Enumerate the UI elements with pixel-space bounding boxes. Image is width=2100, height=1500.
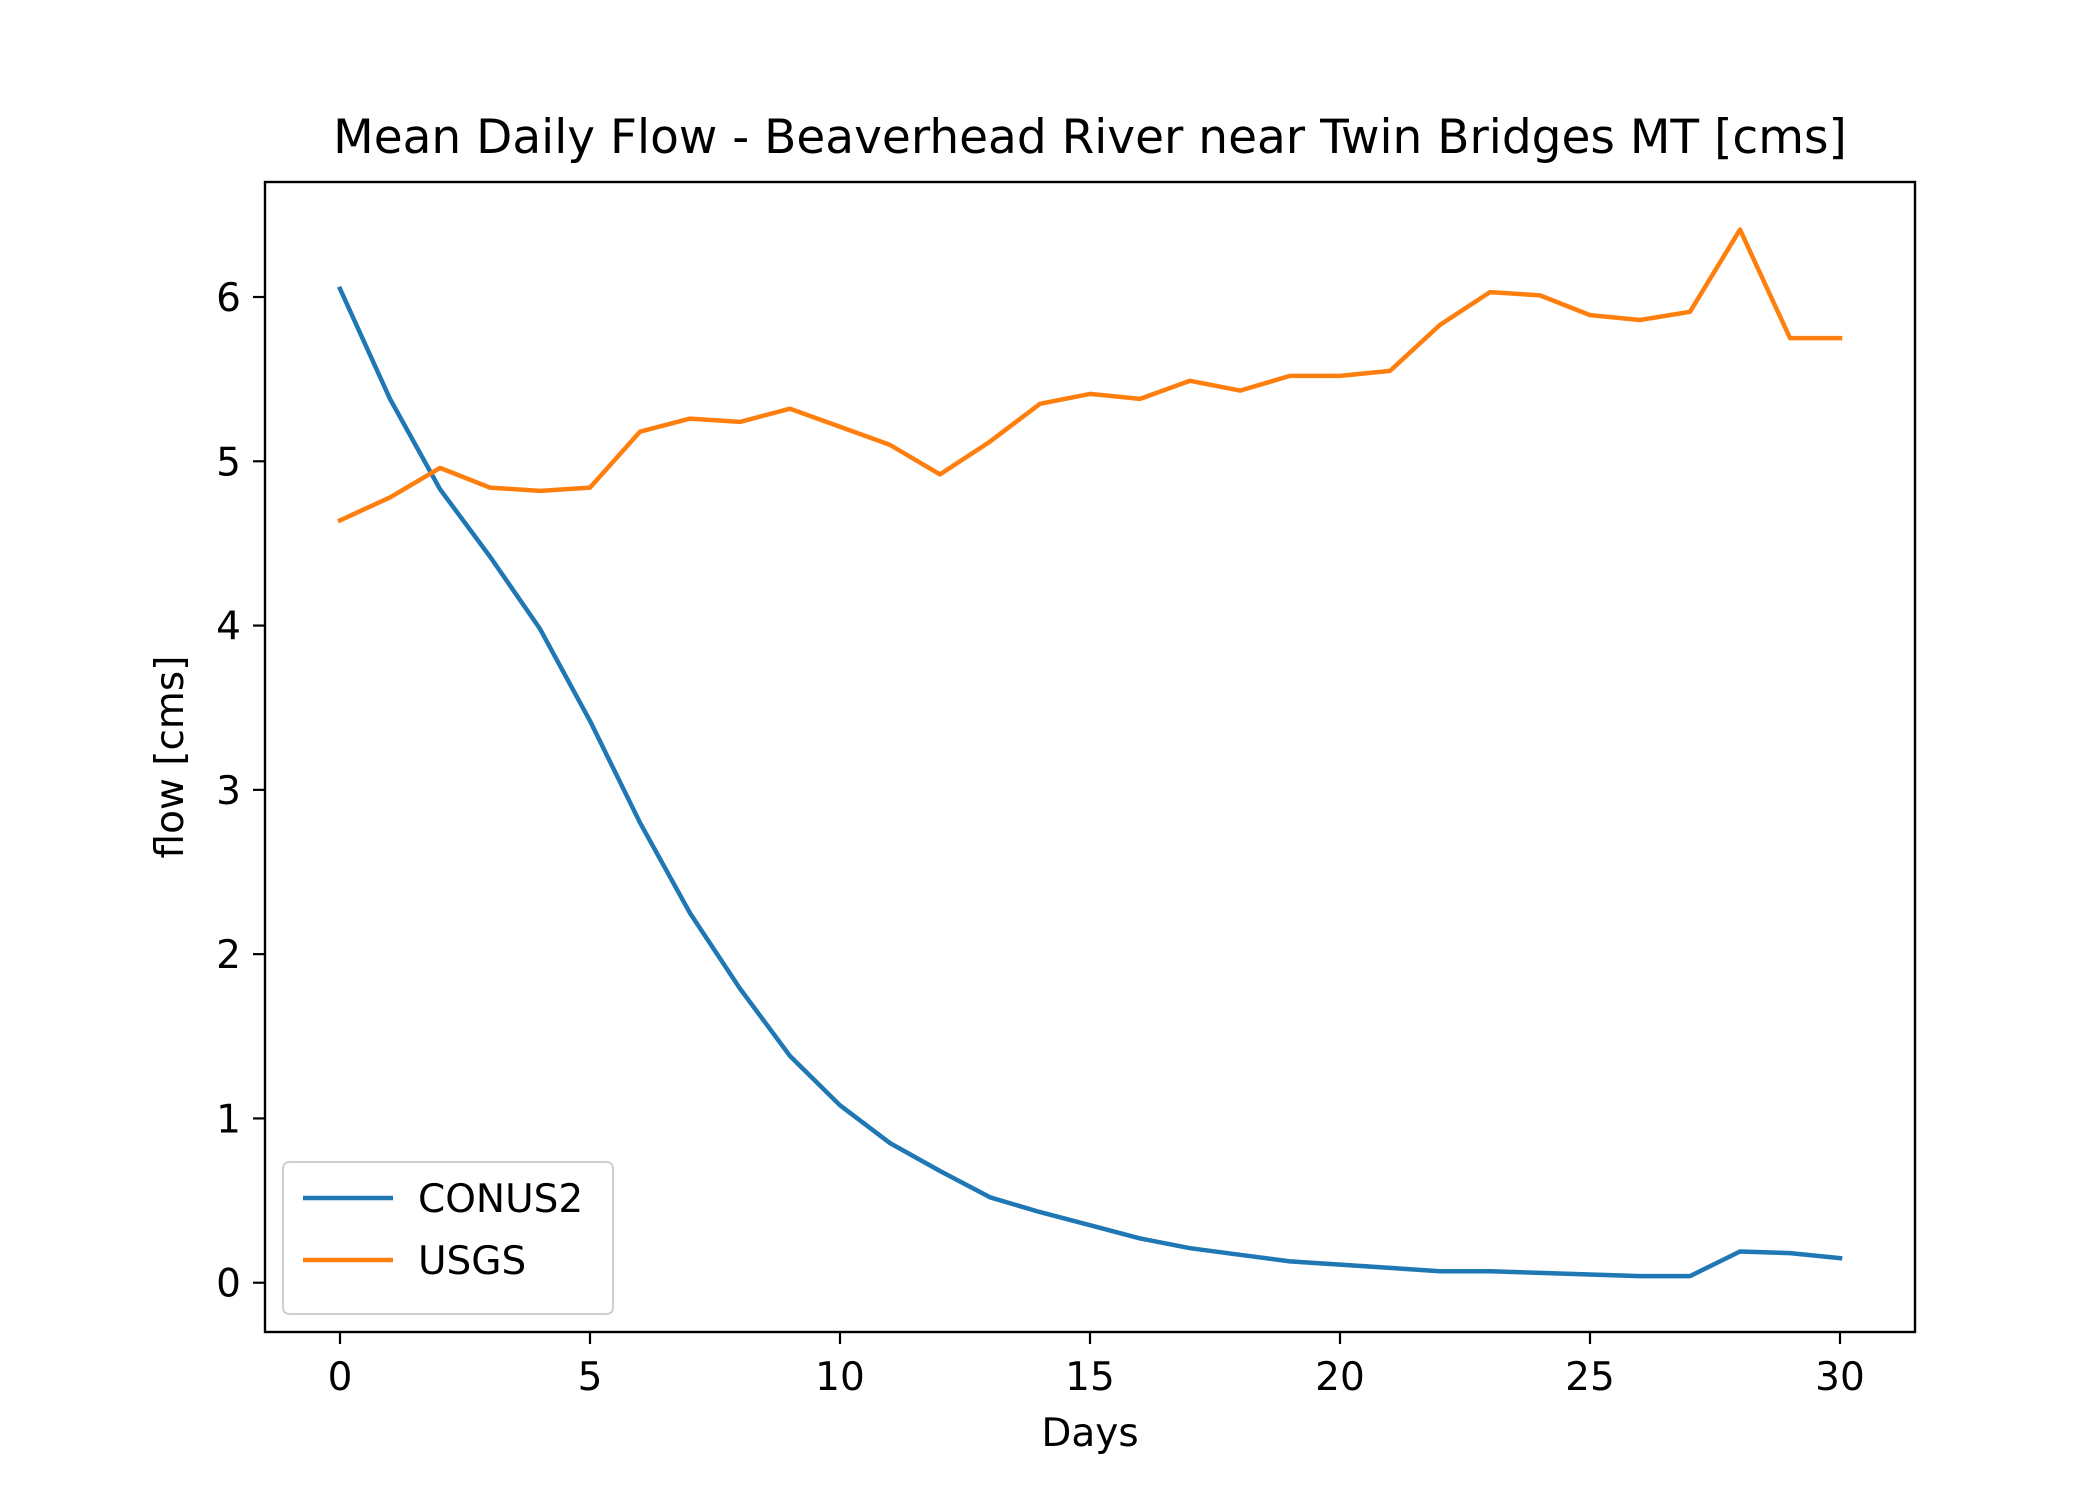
legend-label-usgs: USGS: [418, 1239, 526, 1284]
series-line-usgs: [337, 227, 1843, 524]
y-tick-label: 5: [216, 440, 241, 485]
y-axis-label: flow [cms]: [148, 656, 193, 859]
x-axis-label: Days: [1041, 1411, 1138, 1456]
x-axis: 0 5 10 15 20 25 30: [328, 1332, 1865, 1400]
y-tick-label: 6: [216, 276, 241, 321]
y-axis: 0 1 2 3 4 5 6: [216, 276, 265, 1307]
x-tick-label: 0: [328, 1355, 353, 1400]
x-tick-label: 30: [1815, 1355, 1865, 1400]
x-tick-label: 25: [1565, 1355, 1615, 1400]
chart-title: Mean Daily Flow - Beaverhead River near …: [333, 110, 1847, 165]
plot-area: [337, 227, 1843, 1279]
y-tick-label: 0: [216, 1262, 241, 1307]
x-tick-label: 20: [1315, 1355, 1365, 1400]
x-tick-label: 10: [815, 1355, 865, 1400]
y-tick-label: 1: [216, 1097, 241, 1142]
series-line-conus2: [337, 285, 1843, 1279]
legend: CONUS2 USGS: [282, 1161, 614, 1315]
x-tick-label: 5: [578, 1355, 603, 1400]
x-tick-label: 15: [1065, 1355, 1115, 1400]
y-tick-label: 3: [216, 769, 241, 814]
y-tick-label: 4: [216, 605, 241, 650]
y-tick-label: 2: [216, 933, 241, 978]
legend-label-conus2: CONUS2: [418, 1177, 583, 1222]
